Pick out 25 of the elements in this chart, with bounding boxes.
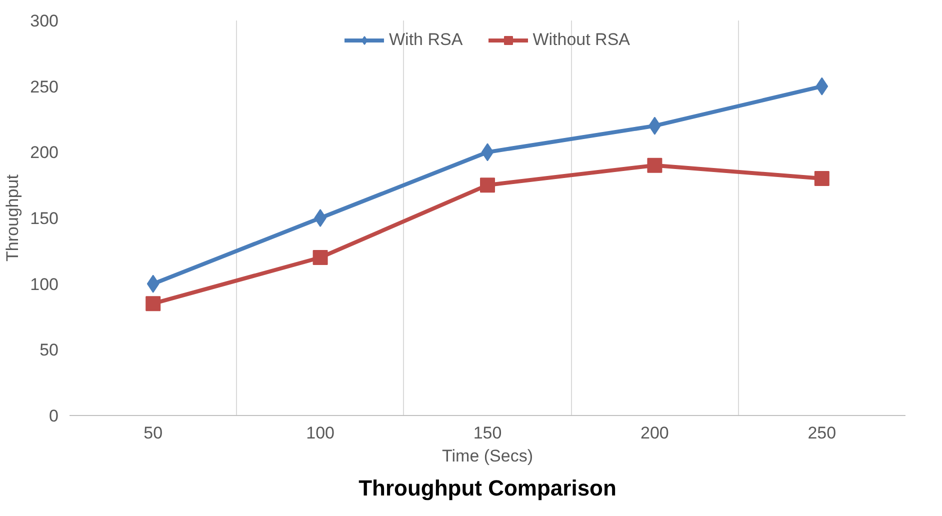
point [146, 274, 160, 293]
x-tick-label: 50 [144, 424, 163, 442]
point [816, 77, 828, 96]
point [480, 178, 495, 193]
point [146, 296, 161, 312]
x-tick-label: 200 [640, 424, 669, 442]
point [647, 158, 662, 173]
legend-label: With RSA [389, 30, 463, 50]
y-axis-title: Throughput [3, 174, 22, 262]
x-tick-label: 150 [473, 424, 502, 442]
x-tick-label: 250 [808, 424, 836, 442]
y-tick-label: 300 [30, 12, 59, 30]
text: Throughput Comparison [358, 476, 616, 500]
y-tick-label: 150 [30, 209, 59, 228]
y-tick-label: 200 [30, 143, 59, 162]
y-tick-label: 250 [30, 77, 59, 96]
point [481, 143, 494, 162]
point [312, 250, 328, 265]
y-tick-label: 100 [30, 274, 59, 294]
y-tick-label: 50 [40, 340, 59, 360]
legend-label: Without RSA [532, 30, 630, 50]
x-axis-title: Time (Secs) [442, 446, 534, 466]
x-tick-label: 100 [306, 424, 334, 442]
y-tick-label: 0 [49, 406, 59, 426]
point [814, 171, 830, 186]
